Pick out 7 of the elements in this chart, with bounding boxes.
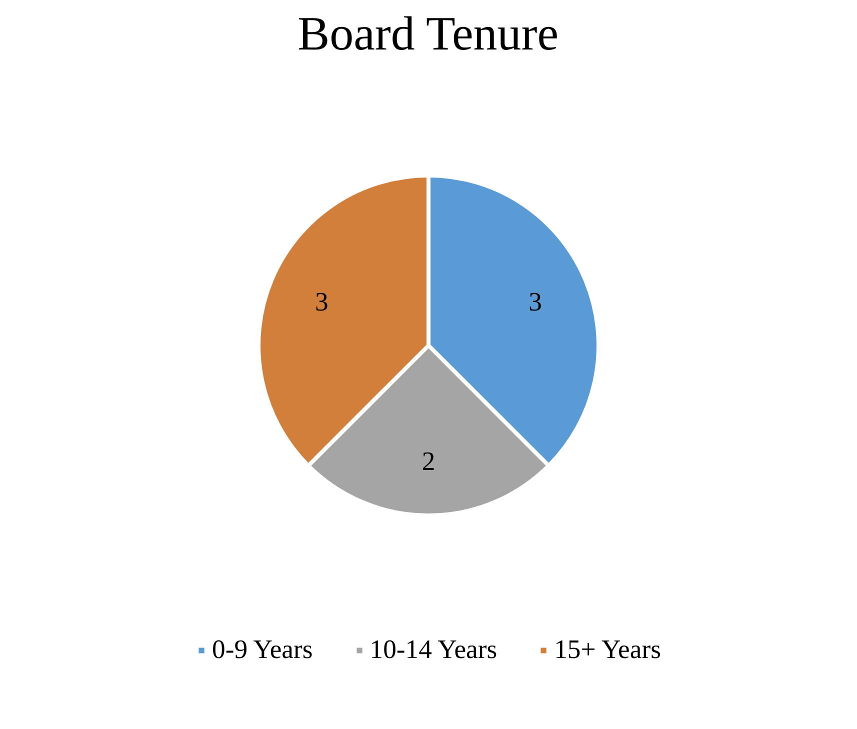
data-label: 3 (528, 286, 542, 316)
legend-label: 0-9 Years (212, 634, 313, 665)
legend-label: 10-14 Years (370, 634, 498, 665)
legend-label: 15+ Years (554, 634, 661, 665)
data-label: 2 (422, 446, 436, 476)
data-label: 3 (315, 286, 328, 316)
chart-title: Board Tenure (298, 8, 559, 60)
